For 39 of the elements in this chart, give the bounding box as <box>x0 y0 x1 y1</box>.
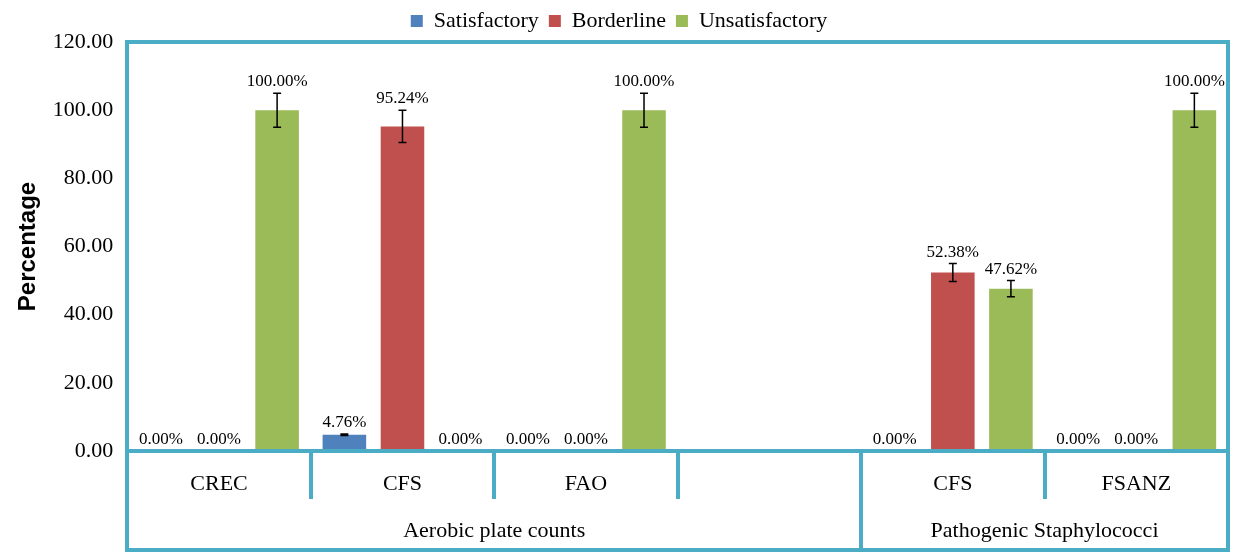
data-label: 95.24% <box>376 88 429 108</box>
data-label: 0.00% <box>197 428 241 448</box>
bar <box>931 272 975 451</box>
data-label: 0.00% <box>438 428 483 448</box>
y-axis-title: Percentage <box>13 181 41 312</box>
data-label: 0.00% <box>872 428 917 448</box>
bar <box>622 110 666 451</box>
y-tick-label: 0.00 <box>74 436 114 462</box>
legend-label: Borderline <box>571 6 666 32</box>
data-label: 0.00% <box>505 428 550 448</box>
bar <box>255 110 299 451</box>
data-label: 0.00% <box>138 428 183 448</box>
x-tick-label: FAO <box>564 469 608 495</box>
data-label: 100.00% <box>246 71 308 91</box>
bar <box>1172 110 1217 451</box>
data-label: 0.00% <box>563 428 608 448</box>
bar <box>380 126 425 451</box>
y-tick-label: 60.00 <box>63 232 114 258</box>
y-tick-label: 40.00 <box>63 300 114 326</box>
y-tick-label: 100.00 <box>52 95 114 121</box>
x-tick-label: CFS <box>382 469 423 495</box>
data-label: 47.62% <box>984 258 1038 278</box>
text: Pathogenic Staphylococci <box>930 516 1159 542</box>
bar <box>989 288 1033 451</box>
data-label: 100.00% <box>1163 71 1225 91</box>
data-label: 0.00% <box>1056 428 1101 448</box>
data-label: 100.00% <box>613 71 675 91</box>
y-tick-label: 20.00 <box>63 368 114 394</box>
x-tick-label: CREC <box>190 469 248 495</box>
x-tick-label: CFS <box>933 469 973 495</box>
data-label: 4.76% <box>322 411 367 431</box>
y-tick-label: 120.00 <box>52 27 114 53</box>
data-label: 0.00% <box>1114 428 1159 448</box>
legend-label: Unsatisfactory <box>698 6 828 32</box>
data-label: 52.38% <box>926 241 980 261</box>
y-tick-label: 80.00 <box>63 164 114 190</box>
legend-label: Satisfactory <box>433 6 539 32</box>
x-tick-label: FSANZ <box>1101 469 1172 495</box>
text: Aerobic plate counts <box>403 516 586 542</box>
